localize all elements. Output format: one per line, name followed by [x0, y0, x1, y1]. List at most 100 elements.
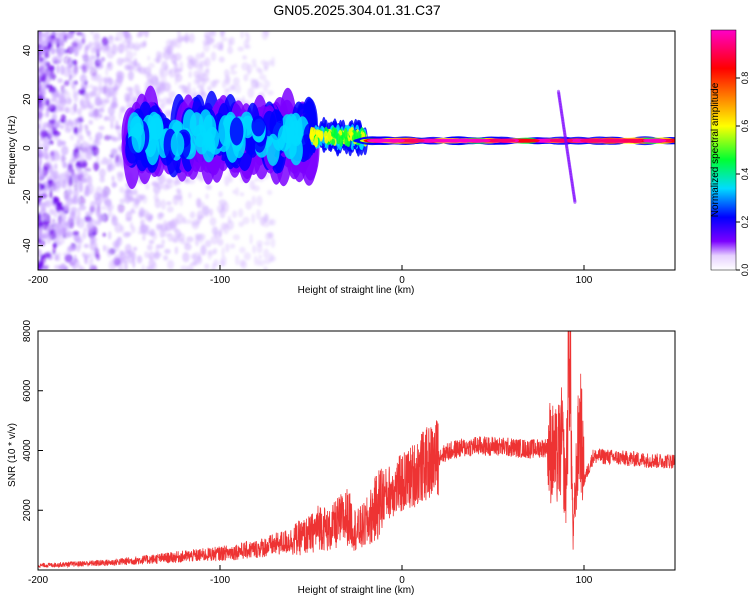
noise-blob	[43, 139, 50, 150]
noise-blob	[245, 44, 251, 50]
noise-blob	[77, 195, 86, 207]
signal-blob	[149, 113, 164, 141]
noise-blob	[64, 106, 70, 114]
noise-blob	[60, 64, 65, 76]
noise-blob	[107, 87, 115, 97]
spectrogram-frame	[37, 30, 676, 271]
noise-blob	[101, 43, 109, 54]
noise-blob	[82, 33, 86, 39]
signal-blob	[619, 138, 643, 143]
noise-blob	[58, 96, 67, 104]
noise-blob	[161, 183, 170, 191]
y-tick-label: 2000	[22, 499, 33, 522]
noise-blob	[89, 144, 97, 151]
noise-blob	[78, 39, 82, 51]
noise-blob	[98, 58, 102, 65]
noise-blob	[52, 170, 59, 181]
noise-blob	[66, 97, 72, 105]
noise-blob	[111, 181, 117, 189]
noise-blob	[86, 58, 94, 70]
streak-blob	[556, 89, 561, 95]
noise-blob	[152, 263, 157, 270]
noise-blob	[69, 105, 77, 116]
noise-blob	[38, 201, 42, 207]
noise-blob	[57, 105, 63, 112]
noise-blob	[254, 177, 259, 182]
noise-blob	[259, 259, 265, 267]
noise-blob	[89, 251, 95, 262]
noise-blob	[95, 134, 99, 145]
signal-blob	[251, 115, 266, 137]
noise-blob	[183, 86, 192, 95]
noise-blob	[87, 226, 94, 234]
noise-blob	[73, 46, 79, 57]
noise-blob	[198, 233, 204, 244]
noise-blob	[104, 77, 108, 85]
noise-blob	[263, 31, 270, 37]
noise-blob	[142, 195, 148, 204]
noise-blob	[256, 209, 261, 220]
noise-blob	[38, 119, 43, 130]
noise-blob	[45, 98, 50, 107]
noise-blob	[172, 194, 179, 206]
spectrogram-xlabel: Height of straight line (km)	[298, 285, 415, 296]
noise-blob	[64, 91, 71, 99]
snr-xlabel: Height of straight line (km)	[298, 585, 415, 596]
noise-blob	[188, 192, 192, 199]
noise-blob	[40, 215, 49, 221]
noise-blob	[145, 182, 150, 190]
noise-blob	[94, 93, 101, 101]
noise-blob	[88, 120, 93, 125]
noise-blob	[102, 232, 107, 237]
noise-blob	[207, 85, 212, 92]
noise-blob	[127, 64, 135, 71]
noise-blob	[224, 175, 230, 187]
noise-blob	[67, 180, 72, 191]
noise-blob	[62, 161, 68, 169]
noise-blob	[184, 32, 189, 44]
noise-blob	[46, 234, 52, 244]
noise-blob	[221, 246, 225, 257]
noise-blob	[176, 188, 181, 194]
snr-panel: -200 -100 0 100 2000 4000 6000 8000 Height of …	[7, 319, 676, 596]
signal-blob	[331, 138, 336, 146]
noise-blob	[51, 91, 59, 98]
noise-blob	[251, 58, 257, 65]
noise-blob	[205, 193, 209, 200]
signal-blob	[266, 133, 280, 166]
signal-blob	[289, 120, 304, 147]
noise-blob	[180, 265, 188, 270]
noise-blob	[94, 196, 103, 206]
noise-blob	[179, 61, 184, 72]
noise-blob	[251, 195, 256, 206]
noise-blob	[89, 66, 98, 77]
noise-blob	[263, 83, 268, 93]
noise-blob	[172, 226, 178, 232]
noise-blob	[132, 259, 136, 269]
noise-blob	[83, 227, 88, 233]
noise-blob	[38, 31, 43, 37]
noise-blob	[161, 68, 169, 77]
noise-blob	[218, 56, 225, 63]
noise-blob	[166, 201, 172, 206]
noise-blob	[168, 69, 173, 75]
noise-blob	[259, 74, 267, 81]
noise-blob	[48, 140, 54, 145]
noise-blob	[108, 231, 112, 240]
signal-blob	[327, 130, 332, 142]
x-tick-label: 0	[399, 575, 405, 586]
noise-blob	[125, 86, 133, 92]
noise-blob	[167, 259, 175, 270]
noise-blob	[228, 175, 233, 183]
noise-blob	[61, 226, 67, 235]
noise-blob	[76, 244, 81, 253]
noise-blob	[227, 46, 234, 55]
noise-blob	[239, 192, 245, 197]
noise-blob	[60, 218, 65, 223]
noise-blob	[263, 241, 271, 246]
noise-blob	[210, 51, 217, 62]
noise-blob	[157, 87, 162, 95]
noise-blob	[213, 259, 219, 267]
noise-blob	[123, 31, 128, 37]
noise-blob	[185, 219, 193, 225]
